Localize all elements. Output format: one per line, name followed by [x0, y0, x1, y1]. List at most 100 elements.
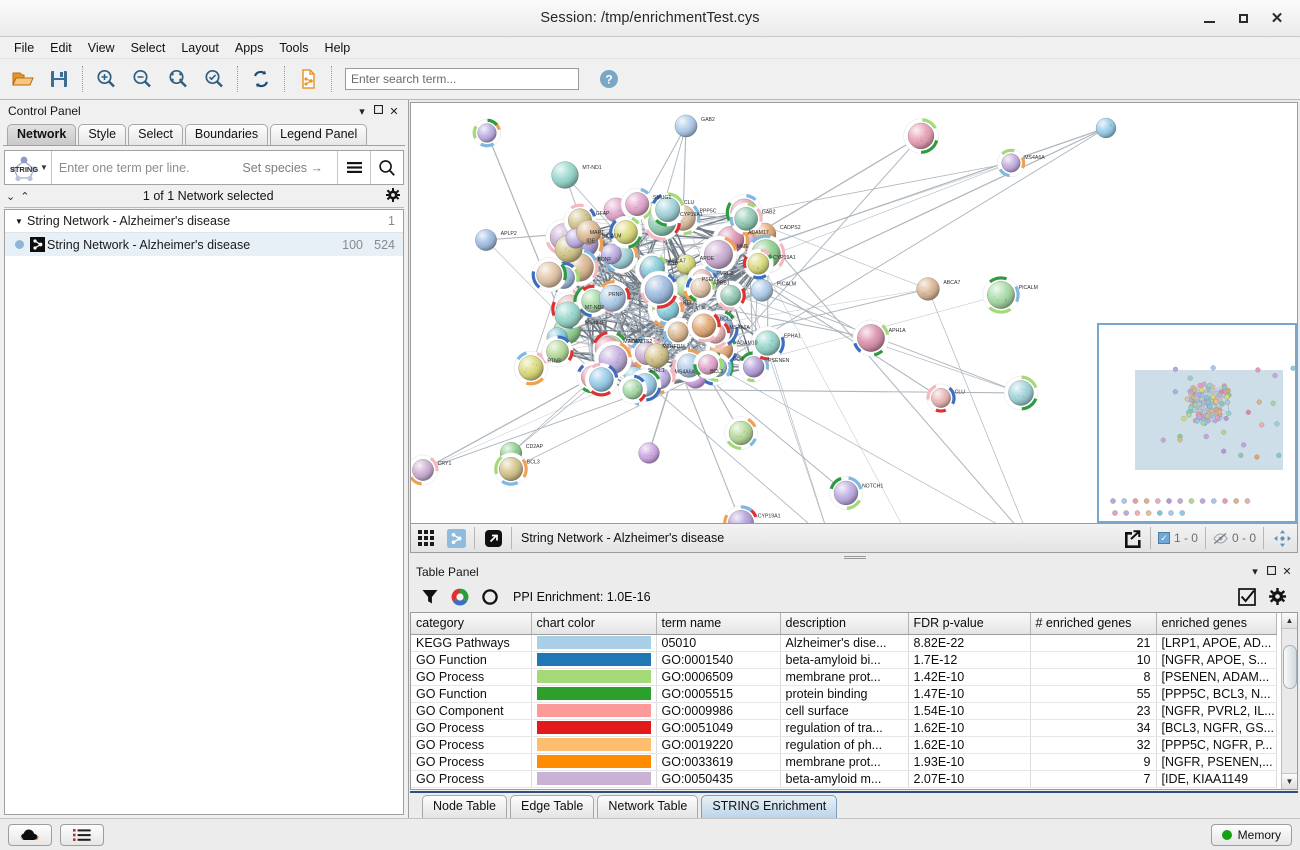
- select-all-button[interactable]: [1232, 583, 1262, 611]
- control-panel-maximize-icon[interactable]: [370, 104, 386, 117]
- export-network-button[interactable]: [290, 62, 326, 96]
- table-row[interactable]: KEGG Pathways 05010 Alzheimer's dise... 8.8…: [411, 634, 1277, 652]
- table-vertical-scrollbar[interactable]: ▲ ▼: [1281, 613, 1297, 789]
- network-node[interactable]: [618, 374, 648, 404]
- table-row[interactable]: GO Function GO:0005515 protein binding 1.47…: [411, 685, 1277, 703]
- network-node[interactable]: [620, 187, 654, 221]
- menu-apps[interactable]: Apps: [234, 40, 264, 55]
- detach-view-button[interactable]: [478, 524, 508, 552]
- tab-string-enrichment[interactable]: STRING Enrichment: [701, 795, 838, 818]
- tab-network[interactable]: Network: [7, 124, 77, 145]
- table-row[interactable]: GO Component GO:0009986 cell surface 1.54E-…: [411, 702, 1277, 720]
- network-node[interactable]: [1003, 375, 1039, 411]
- ring-chart-button[interactable]: [475, 583, 505, 611]
- table-row[interactable]: GO Process GO:0051049 regulation of tra...…: [411, 719, 1277, 737]
- enrichment-table-container[interactable]: category chart color term name description F…: [410, 612, 1298, 790]
- menu-view[interactable]: View: [87, 40, 115, 55]
- tab-style[interactable]: Style: [78, 124, 127, 145]
- network-node[interactable]: [729, 202, 763, 236]
- menu-help[interactable]: Help: [324, 40, 351, 55]
- network-node[interactable]: [475, 229, 497, 251]
- collapse-all-icon[interactable]: ⌄: [6, 190, 17, 203]
- network-node[interactable]: [472, 118, 502, 148]
- string-logo-icon[interactable]: STRING: [5, 151, 43, 184]
- export-image-button[interactable]: [1117, 524, 1147, 552]
- menu-file[interactable]: File: [14, 40, 35, 55]
- string-options-button[interactable]: [338, 161, 370, 174]
- fit-content-button[interactable]: [1267, 524, 1297, 552]
- task-list-button[interactable]: [60, 823, 104, 846]
- network-node[interactable]: [715, 280, 746, 311]
- network-node[interactable]: [600, 243, 622, 265]
- network-node[interactable]: [576, 284, 610, 318]
- network-node[interactable]: [699, 235, 738, 274]
- network-node[interactable]: [584, 362, 619, 397]
- network-node[interactable]: [829, 476, 863, 510]
- network-node[interactable]: [599, 285, 626, 312]
- scroll-up-button[interactable]: ▲: [1281, 613, 1297, 629]
- close-button[interactable]: ✕: [1260, 4, 1294, 34]
- table-panel-float-icon[interactable]: ▾: [1252, 566, 1258, 578]
- scroll-track[interactable]: [1281, 629, 1297, 773]
- network-node[interactable]: [738, 351, 770, 383]
- network-node[interactable]: [554, 301, 582, 329]
- tree-child-row[interactable]: String Network - Alzheimer's disease 100…: [5, 233, 403, 256]
- network-canvas[interactable]: MT-ND1 GAB2 RTN3 CD2AP MS4A6A ABCA7 PICALM CLU B…: [410, 102, 1298, 523]
- menu-select[interactable]: Select: [130, 40, 166, 55]
- open-session-button[interactable]: [5, 62, 41, 96]
- network-node[interactable]: [742, 248, 774, 280]
- network-node[interactable]: [676, 254, 696, 275]
- string-dropdown-caret-icon[interactable]: ▼: [40, 163, 48, 172]
- tree-expand-caret-icon[interactable]: ▼: [15, 216, 23, 226]
- zoom-in-button[interactable]: [88, 62, 124, 96]
- tab-select[interactable]: Select: [128, 124, 183, 145]
- network-node[interactable]: [685, 273, 716, 303]
- network-node[interactable]: [693, 349, 723, 380]
- minimize-button[interactable]: [1192, 4, 1226, 34]
- table-row[interactable]: GO Process GO:0006509 membrane prot... 1.42…: [411, 668, 1277, 686]
- column-header-term-name[interactable]: term name: [656, 613, 781, 635]
- network-node[interactable]: [903, 118, 939, 154]
- set-species-link[interactable]: Set species →: [242, 160, 323, 175]
- tab-edge-table[interactable]: Edge Table: [510, 795, 595, 818]
- network-node[interactable]: [640, 270, 678, 309]
- network-node[interactable]: [650, 192, 685, 227]
- string-search-button[interactable]: [371, 159, 403, 177]
- network-node[interactable]: [531, 257, 567, 293]
- column-header--enriched-genes[interactable]: # enriched genes: [1030, 613, 1157, 635]
- network-node[interactable]: [724, 416, 758, 450]
- network-node[interactable]: [513, 350, 549, 386]
- table-panel-maximize-icon[interactable]: [1263, 565, 1279, 578]
- column-header-description[interactable]: description: [780, 613, 909, 635]
- network-node[interactable]: [638, 442, 660, 464]
- network-node[interactable]: [687, 309, 721, 343]
- network-node[interactable]: [723, 505, 759, 523]
- tab-boundaries[interactable]: Boundaries: [184, 124, 269, 145]
- tab-node-table[interactable]: Node Table: [422, 795, 508, 818]
- search-input[interactable]: Enter search term...: [345, 68, 579, 90]
- network-node[interactable]: [644, 343, 670, 369]
- column-header-fdr-p-value[interactable]: FDR p-value: [908, 613, 1031, 635]
- network-node[interactable]: [576, 219, 601, 245]
- column-header-enriched-genes[interactable]: enriched genes: [1156, 613, 1277, 635]
- network-node[interactable]: [541, 335, 574, 368]
- network-node[interactable]: [852, 319, 890, 357]
- tab-network-table[interactable]: Network Table: [597, 795, 699, 818]
- table-row[interactable]: GO Process GO:0050435 beta-amyloid m... 2.0…: [411, 770, 1277, 788]
- refresh-button[interactable]: [243, 62, 279, 96]
- menu-tools[interactable]: Tools: [279, 40, 309, 55]
- scroll-thumb[interactable]: [1282, 645, 1297, 689]
- network-node[interactable]: [997, 148, 1026, 178]
- network-node[interactable]: [494, 452, 528, 486]
- save-session-button[interactable]: [41, 62, 77, 96]
- control-panel-close-icon[interactable]: ✕: [389, 105, 399, 118]
- tab-legend-panel[interactable]: Legend Panel: [270, 124, 368, 145]
- view-splitter[interactable]: [409, 553, 1300, 562]
- scroll-down-button[interactable]: ▼: [1281, 773, 1297, 789]
- table-row[interactable]: GO Process GO:0033619 membrane prot... 1.93…: [411, 753, 1277, 771]
- control-panel-float-icon[interactable]: ▾: [359, 105, 365, 118]
- network-share-button[interactable]: [441, 524, 471, 552]
- table-settings-button[interactable]: [1262, 583, 1292, 611]
- help-button[interactable]: ?: [591, 62, 627, 96]
- grid-layout-button[interactable]: [411, 524, 441, 552]
